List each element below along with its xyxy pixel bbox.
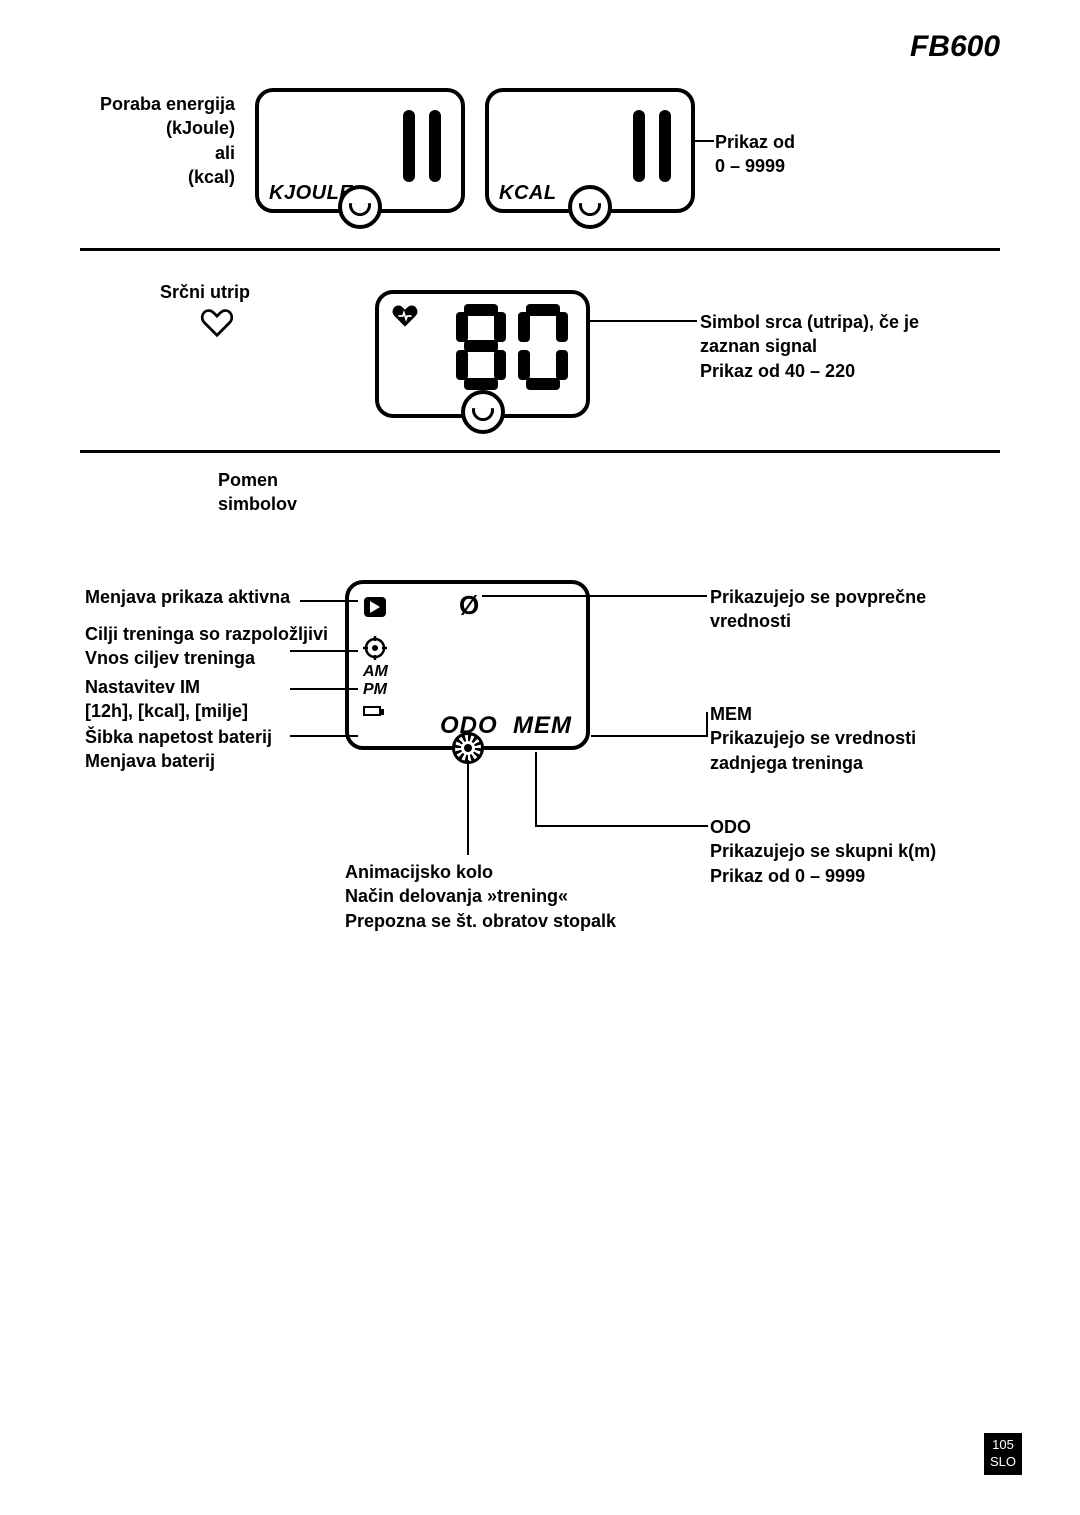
- lcd-kcal-label: KCAL: [499, 182, 557, 205]
- callout-line: [290, 688, 358, 690]
- sym-left-4: Šibka napetost baterijMenjava baterij: [85, 725, 272, 774]
- am-label: AM: [363, 664, 388, 681]
- sym-right-2: MEMPrikazujejo se vrednostizadnjega tren…: [710, 702, 916, 775]
- lcd-button-icon: [568, 185, 612, 229]
- sym-right-3: ODOPrikazujejo se skupni k(m)Prikaz od 0…: [710, 815, 936, 888]
- lcd-button-icon: [338, 185, 382, 229]
- heartrate-left-label: Srčni utrip: [160, 280, 250, 304]
- sym-right-1: Prikazujejo se povprečnevrednosti: [710, 585, 926, 634]
- callout-line: [482, 595, 707, 597]
- lcd-heartrate: [375, 290, 590, 418]
- page-lang: SLO: [984, 1454, 1022, 1471]
- hr-value-display: [452, 302, 572, 394]
- callout-line: [535, 825, 708, 827]
- divider: [80, 248, 1000, 251]
- scan-arrow-icon: [363, 596, 387, 618]
- lcd-kjoule: KJOULE: [255, 88, 465, 213]
- lcd-button-icon: [461, 390, 505, 434]
- callout-line: [300, 600, 358, 602]
- target-icon: [363, 636, 387, 660]
- sym-left-3: Nastavitev IM[12h], [kcal], [milje]: [85, 675, 248, 724]
- callout-line: [706, 712, 708, 737]
- callout-line: [467, 760, 469, 855]
- heart-icon: [200, 308, 234, 338]
- sym-bottom: Animacijsko koloNačin delovanja »trening…: [345, 860, 616, 933]
- lcd-symbols: Ø AM PM ODO MEM: [345, 580, 590, 750]
- callout-line: [290, 735, 358, 737]
- battery-icon: [363, 706, 381, 716]
- callout-line: [694, 140, 714, 142]
- sym-left-1: Menjava prikaza aktivna: [85, 585, 290, 609]
- model-title: FB600: [910, 30, 1000, 64]
- page-number: 105: [984, 1437, 1022, 1454]
- lcd-kcal: KCAL: [485, 88, 695, 213]
- energy-left-label: Poraba energija(kJoule)ali(kcal): [80, 92, 235, 189]
- average-icon: Ø: [459, 590, 479, 621]
- callout-line: [591, 735, 708, 737]
- symbols-title: Pomensimbolov: [218, 468, 297, 517]
- heartrate-right-label: Simbol srca (utripa), če jezaznan signal…: [700, 310, 919, 383]
- callout-line: [290, 650, 358, 652]
- sym-left-2: Cilji treninga so razpoložljiviVnos cilj…: [85, 622, 328, 671]
- page-tab: 105 SLO: [984, 1433, 1022, 1475]
- callout-line: [589, 320, 697, 322]
- callout-line: [535, 752, 537, 827]
- energy-right-label: Prikaz od0 – 9999: [715, 130, 795, 179]
- pm-label: PM: [363, 682, 387, 699]
- divider: [80, 450, 1000, 453]
- heart-signal-icon: [391, 304, 419, 328]
